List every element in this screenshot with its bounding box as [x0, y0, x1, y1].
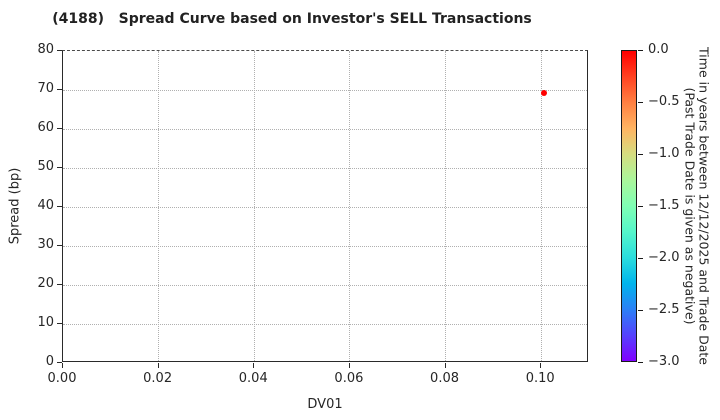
y-tick-label: 30 [37, 237, 54, 252]
y-tick-mark [57, 128, 62, 129]
colorbar-tick-label: −0.5 [648, 94, 680, 109]
y-gridline [63, 167, 587, 169]
colorbar-tick-label: −3.0 [648, 354, 680, 369]
colorbar-tick-mark [638, 362, 643, 363]
colorbar-tick-mark [638, 154, 643, 155]
y-tick-label: 10 [37, 315, 54, 330]
colorbar-tick-label: 0.0 [648, 42, 669, 57]
chart-title: (4188) Spread Curve based on Investor's … [52, 11, 532, 27]
colorbar-label: Time in years between 12/12/2025 and Tra… [683, 47, 712, 365]
x-axis-label: DV01 [307, 397, 343, 412]
x-gridline [253, 51, 255, 361]
y-gridline [63, 89, 587, 91]
y-tick-mark [57, 284, 62, 285]
y-tick-mark [57, 323, 62, 324]
colorbar-gradient [621, 50, 637, 362]
colorbar-tick-mark [638, 206, 643, 207]
x-tick-label: 0.00 [47, 371, 77, 386]
x-tick-label: 0.08 [430, 371, 459, 386]
x-tick-mark [157, 363, 159, 368]
y-tick-label: 0 [45, 354, 54, 369]
y-tick-mark [57, 206, 62, 207]
colorbar-tick-label: −2.5 [648, 302, 680, 317]
y-tick-label: 60 [37, 120, 54, 135]
y-gridline [63, 284, 587, 286]
y-tick-label: 40 [37, 198, 54, 213]
colorbar-label-line2: (Past Trade Date is given as negative) [683, 87, 698, 325]
x-gridline [349, 51, 351, 361]
colorbar-label-line1: Time in years between 12/12/2025 and Tra… [696, 47, 712, 365]
y-tick-mark [57, 245, 62, 246]
x-tick-mark [540, 363, 542, 368]
y-tick-label: 20 [37, 276, 54, 291]
colorbar-tick-mark [638, 50, 643, 51]
x-tick-label: 0.02 [143, 371, 173, 386]
data-point [540, 89, 547, 96]
x-tick-label: 0.10 [525, 371, 555, 386]
colorbar-tick-label: −2.0 [648, 250, 680, 265]
x-tick-label: 0.06 [334, 371, 364, 386]
x-gridline [445, 51, 447, 361]
colorbar-tick-label: −1.5 [648, 198, 680, 213]
x-tick-mark [348, 363, 350, 368]
x-tick-mark [62, 363, 63, 368]
y-tick-mark [57, 362, 62, 363]
y-tick-label: 70 [37, 81, 54, 96]
x-tick-mark [444, 363, 446, 368]
y-gridline [63, 245, 587, 247]
colorbar-tick-mark [638, 310, 643, 311]
y-tick-mark [57, 89, 62, 90]
x-tick-mark [253, 363, 255, 368]
y-tick-mark [57, 167, 62, 168]
colorbar-tick-mark [638, 102, 643, 103]
y-gridline [63, 128, 587, 130]
x-gridline [158, 51, 160, 361]
colorbar-tick-mark [638, 258, 643, 259]
plot-area [62, 50, 588, 362]
x-tick-label: 0.04 [238, 371, 268, 386]
y-tick-label: 80 [37, 42, 54, 57]
y-tick-mark [57, 50, 62, 51]
x-gridline [540, 51, 542, 361]
y-gridline [63, 206, 587, 208]
y-gridline [63, 323, 587, 325]
colorbar-tick-label: −1.0 [648, 146, 680, 161]
y-tick-label: 50 [37, 159, 54, 174]
